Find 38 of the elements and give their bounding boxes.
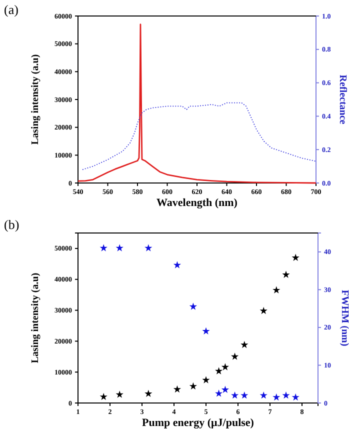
y-axis-title: Lasing intensity (a.u) bbox=[30, 272, 41, 364]
x-axis-title: Pump energy (μJ/pulse) bbox=[142, 417, 254, 429]
point bbox=[189, 302, 198, 310]
point bbox=[100, 392, 108, 400]
line-series bbox=[77, 24, 317, 184]
point bbox=[260, 306, 268, 314]
point bbox=[214, 390, 223, 397]
point bbox=[272, 286, 280, 294]
point bbox=[230, 391, 239, 399]
point bbox=[230, 352, 239, 360]
point bbox=[144, 390, 152, 397]
point bbox=[272, 393, 280, 401]
point bbox=[260, 391, 268, 399]
point bbox=[282, 391, 290, 399]
point bbox=[214, 367, 223, 374]
y2-axis-title: Reflectance bbox=[337, 74, 348, 125]
y2-axis-title: FWHM (nm) bbox=[339, 290, 349, 346]
point bbox=[240, 391, 248, 399]
point bbox=[282, 270, 290, 278]
chart-title: (b) bbox=[4, 217, 20, 232]
point bbox=[116, 244, 124, 252]
point bbox=[116, 390, 124, 398]
point bbox=[202, 376, 210, 384]
point bbox=[189, 382, 198, 390]
point bbox=[292, 393, 300, 401]
x-axis-title: Wavelength (nm) bbox=[156, 197, 238, 209]
point bbox=[100, 244, 108, 252]
point bbox=[221, 363, 230, 370]
point bbox=[173, 385, 182, 393]
point bbox=[240, 340, 248, 348]
point bbox=[202, 327, 210, 334]
y-axis-title: Lasing intensity (a.u) bbox=[30, 54, 41, 145]
point bbox=[173, 261, 182, 268]
point bbox=[292, 254, 300, 261]
chart-title: (a) bbox=[4, 2, 18, 17]
point bbox=[221, 386, 230, 394]
line-series bbox=[82, 102, 316, 170]
point bbox=[144, 244, 152, 252]
